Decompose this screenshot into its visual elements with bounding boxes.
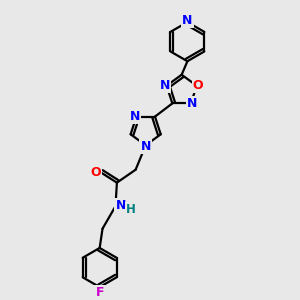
Text: N: N: [130, 110, 140, 123]
Text: N: N: [182, 14, 193, 27]
Text: F: F: [95, 286, 104, 299]
Text: O: O: [91, 166, 101, 178]
Text: N: N: [187, 97, 198, 110]
Text: N: N: [160, 79, 170, 92]
Text: N: N: [116, 199, 126, 212]
Text: N: N: [140, 140, 151, 153]
Text: H: H: [125, 202, 135, 216]
Text: O: O: [193, 79, 203, 92]
